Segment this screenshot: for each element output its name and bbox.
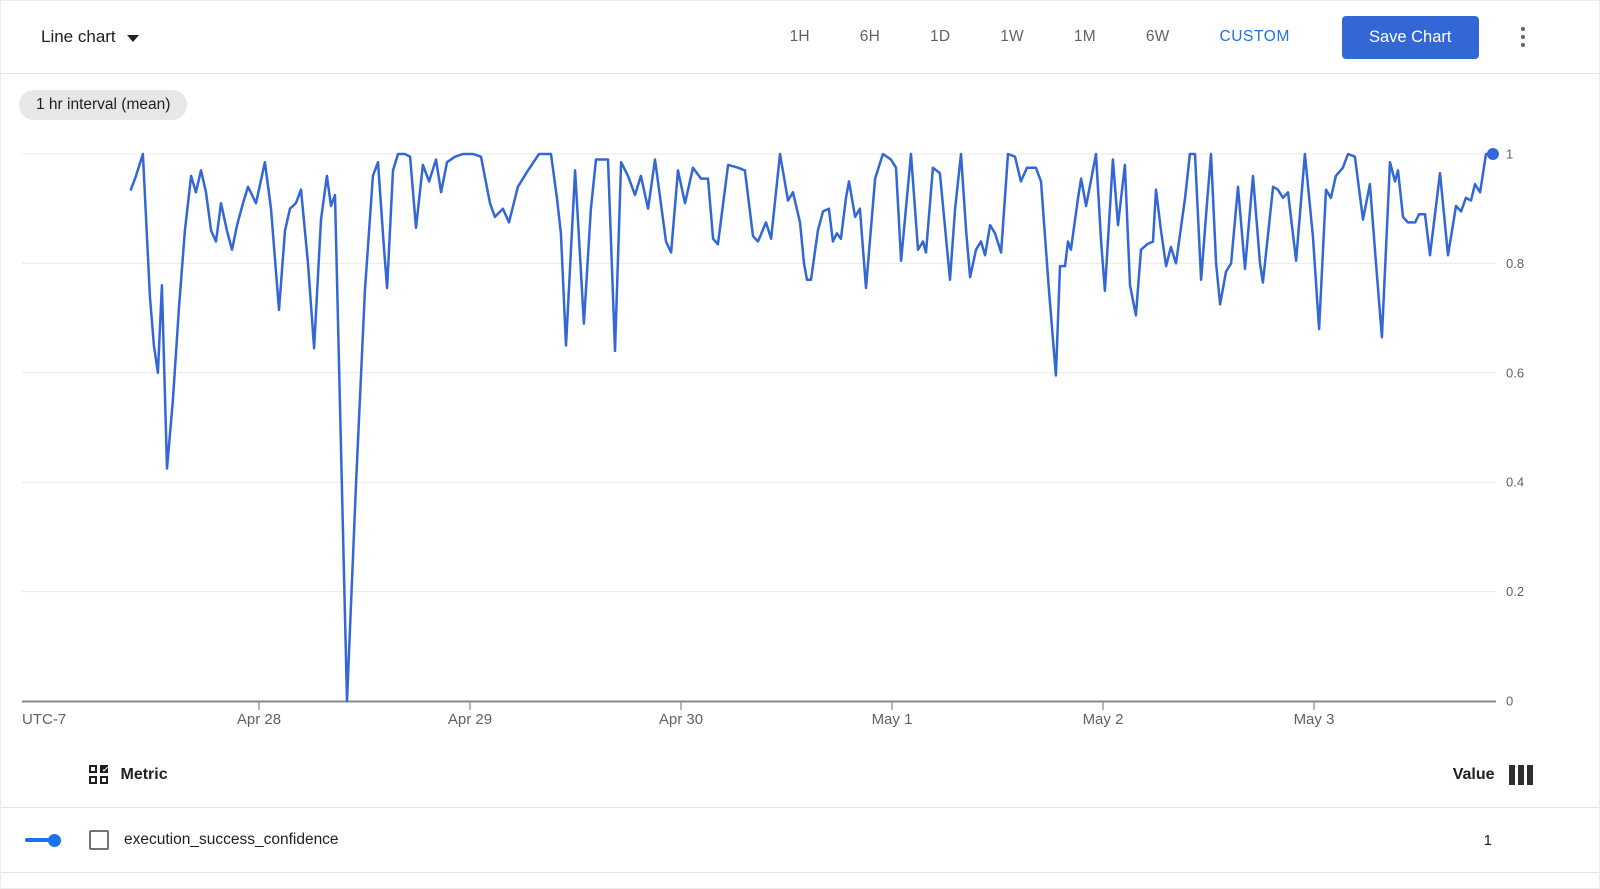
x-axis-tick-label: May 1 xyxy=(872,711,913,728)
interval-chip[interactable]: 1 hr interval (mean) xyxy=(19,90,188,120)
series-name: execution_success_confidence xyxy=(124,831,339,848)
time-range-1h[interactable]: 1H xyxy=(788,20,812,54)
chevron-down-icon xyxy=(126,35,139,42)
toolbar-right: 1H 6H 1D 1W 1M 6W CUSTOM Save Chart xyxy=(765,15,1530,59)
y-axis-tick-label: 0.6 xyxy=(1506,365,1524,380)
y-axis-tick-label: 0.4 xyxy=(1506,475,1524,490)
time-range-6w[interactable]: 6W xyxy=(1144,20,1172,54)
more-options-icon[interactable] xyxy=(1517,21,1530,54)
x-axis-tick-label: May 3 xyxy=(1294,711,1335,728)
value-column-header: Value xyxy=(1452,765,1495,783)
x-axis-tick-label: Apr 28 xyxy=(237,711,281,728)
series-checkbox[interactable] xyxy=(89,830,109,850)
column-settings-icon[interactable] xyxy=(1508,764,1533,785)
legend-dot-icon xyxy=(48,833,61,847)
y-axis-tick-label: 0 xyxy=(1506,694,1513,709)
time-range-1m[interactable]: 1M xyxy=(1072,20,1098,54)
chart-type-dropdown[interactable]: Line chart xyxy=(41,27,139,47)
metric-header-group: Metric xyxy=(89,765,168,784)
y-axis-tick-label: 0.2 xyxy=(1506,584,1524,599)
series-line xyxy=(129,152,1495,703)
toolbar: Line chart 1H 6H 1D 1W 1M 6W CUSTOM Save… xyxy=(1,1,1599,74)
series-legend-mark xyxy=(25,833,73,847)
series-end-dot xyxy=(1486,148,1499,160)
time-range-1w[interactable]: 1W xyxy=(998,20,1026,54)
x-axis-tick-label: Apr 29 xyxy=(448,711,492,728)
time-range-custom[interactable]: CUSTOM xyxy=(1217,20,1291,54)
chart-section: 1 hr interval (mean) 0 0.2 0.4 0.6 0.8 1 Apr 2… xyxy=(1,74,1599,742)
y-axis-tick-label: 0.8 xyxy=(1506,256,1524,271)
time-range-6h[interactable]: 6H xyxy=(858,20,882,54)
time-range-1d[interactable]: 1D xyxy=(928,20,952,54)
x-axis-tick-label: May 2 xyxy=(1083,711,1124,728)
timezone-label: UTC-7 xyxy=(22,711,66,728)
legend-table-header: Metric Value xyxy=(1,742,1599,808)
value-header-group: Value xyxy=(1452,764,1533,785)
metric-column-header: Metric xyxy=(120,765,168,783)
series-value: 1 xyxy=(1483,831,1492,849)
table-row[interactable]: execution_success_confidence 1 xyxy=(1,808,1599,873)
save-chart-button[interactable]: Save Chart xyxy=(1341,15,1479,59)
chart-type-label: Line chart xyxy=(41,27,116,46)
x-axis-tick-label: Apr 30 xyxy=(659,711,703,728)
y-axis-tick-label: 1 xyxy=(1506,147,1513,162)
legend-line-icon xyxy=(25,838,50,842)
metric-selector-icon[interactable] xyxy=(89,765,108,784)
line-chart[interactable]: 0 0.2 0.4 0.6 0.8 1 Apr 28 Apr 29 Apr 30 May 1 May… xyxy=(1,74,1600,742)
